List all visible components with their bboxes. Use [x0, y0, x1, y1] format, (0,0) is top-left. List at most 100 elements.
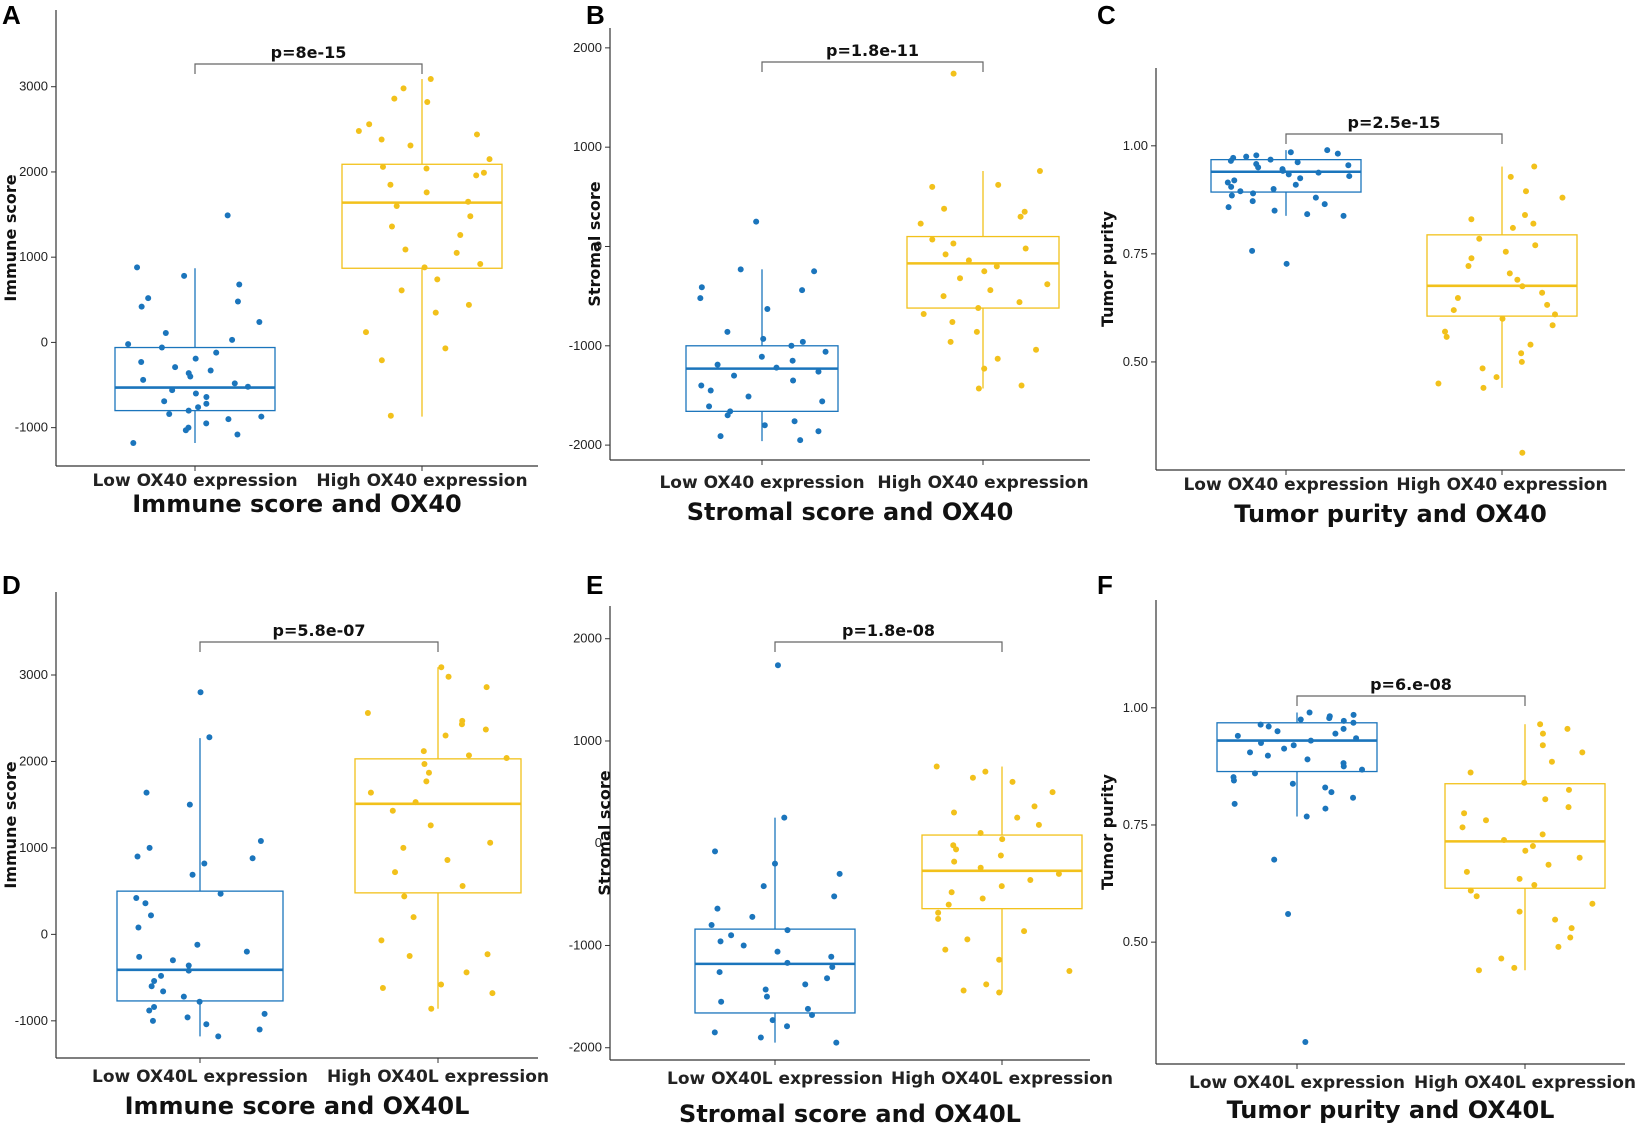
data-point: [1249, 198, 1256, 205]
data-point: [169, 957, 176, 964]
data-point: [949, 318, 956, 325]
data-point: [180, 993, 187, 1000]
y-tick-label: 0: [595, 238, 602, 253]
data-point: [1521, 211, 1528, 218]
data-point: [1044, 281, 1051, 288]
y-tick-label: 1000: [573, 733, 602, 748]
data-point: [758, 353, 765, 360]
data-point: [1265, 723, 1272, 730]
data-point: [1027, 877, 1034, 884]
data-point: [933, 763, 940, 770]
data-point: [1332, 730, 1339, 737]
y-tick-label: 1.00: [1123, 700, 1148, 715]
data-point: [1493, 374, 1500, 381]
data-point: [714, 905, 721, 912]
data-point: [1049, 789, 1056, 796]
data-point: [1033, 346, 1040, 353]
y-tick-label: -1000: [569, 338, 602, 353]
data-point: [1530, 220, 1537, 227]
data-point: [763, 993, 770, 1000]
data-point: [378, 357, 385, 364]
box-iqr: [1210, 158, 1362, 193]
data-point: [130, 439, 137, 446]
data-point: [138, 359, 145, 366]
data-point: [762, 986, 769, 993]
p-value-label: p=6.e-08: [1370, 675, 1452, 694]
data-point: [196, 998, 203, 1005]
data-point: [207, 367, 214, 374]
data-point: [203, 400, 210, 407]
data-point: [773, 364, 780, 371]
y-tick-label: 0: [41, 926, 48, 941]
data-point: [162, 330, 169, 337]
data-point: [1542, 796, 1549, 803]
data-point: [367, 789, 374, 796]
data-point: [1287, 149, 1294, 156]
y-axis-label: Stromal score: [585, 181, 604, 306]
data-point: [187, 373, 194, 380]
data-point: [920, 311, 927, 318]
data-point: [1568, 925, 1575, 932]
data-point: [379, 984, 386, 991]
data-point: [206, 734, 213, 741]
data-point: [1548, 758, 1555, 765]
data-point: [392, 869, 399, 876]
y-tick-label: 0.50: [1123, 934, 1148, 949]
panel-e: E -2000 -1000 0 1000 2000 Low OX40L expression…: [569, 570, 1113, 1126]
data-point: [1022, 245, 1029, 252]
data-point: [1021, 928, 1028, 935]
data-point: [824, 975, 831, 982]
data-point: [945, 901, 952, 908]
data-point: [802, 981, 809, 988]
data-point: [161, 398, 168, 405]
data-point: [697, 295, 704, 302]
data-point: [1345, 162, 1352, 169]
data-point: [421, 264, 428, 271]
data-point: [362, 329, 369, 336]
data-point: [257, 837, 264, 844]
data-point: [424, 99, 431, 106]
data-point: [707, 387, 714, 394]
y-tick-label: 0.75: [1123, 246, 1148, 261]
y-tick-label: 1000: [19, 249, 48, 264]
data-point: [473, 172, 480, 179]
data-point: [977, 864, 984, 871]
data-point: [1473, 893, 1480, 900]
panel-letter: D: [2, 570, 21, 600]
data-point: [480, 169, 487, 176]
data-point: [1450, 307, 1457, 314]
data-point: [217, 890, 224, 897]
data-point: [465, 198, 472, 205]
data-point: [467, 213, 474, 220]
x-category-label: Low OX40 expression: [1183, 475, 1388, 495]
data-point: [996, 956, 1003, 963]
y-tick-label: 0: [41, 334, 48, 349]
data-point: [1531, 881, 1538, 888]
data-point: [1479, 365, 1486, 372]
data-point: [1264, 752, 1271, 759]
y-tick-label: -1000: [15, 420, 48, 435]
data-point: [1552, 916, 1559, 923]
data-point: [784, 927, 791, 934]
data-point: [724, 412, 731, 419]
data-point: [1509, 224, 1516, 231]
data-point: [256, 1026, 263, 1033]
data-point: [1350, 719, 1357, 726]
panel-letter: C: [1097, 0, 1116, 30]
data-point: [965, 257, 972, 264]
significance-bracket: [199, 641, 439, 652]
y-axis-label: Immune score: [1, 174, 20, 301]
data-point: [421, 761, 428, 768]
data-point: [1243, 153, 1250, 160]
data-point: [1518, 358, 1525, 365]
data-point: [203, 1021, 210, 1028]
data-point: [147, 912, 154, 919]
data-point: [407, 142, 414, 149]
y-tick-label: 2000: [19, 753, 48, 768]
data-point: [1285, 911, 1292, 918]
data-point: [1522, 847, 1529, 854]
x-category-label: High OX40L expression: [327, 1067, 549, 1087]
data-point: [957, 275, 964, 282]
y-tick-label: 1000: [19, 840, 48, 855]
y-tick-label: 0.50: [1123, 354, 1148, 369]
